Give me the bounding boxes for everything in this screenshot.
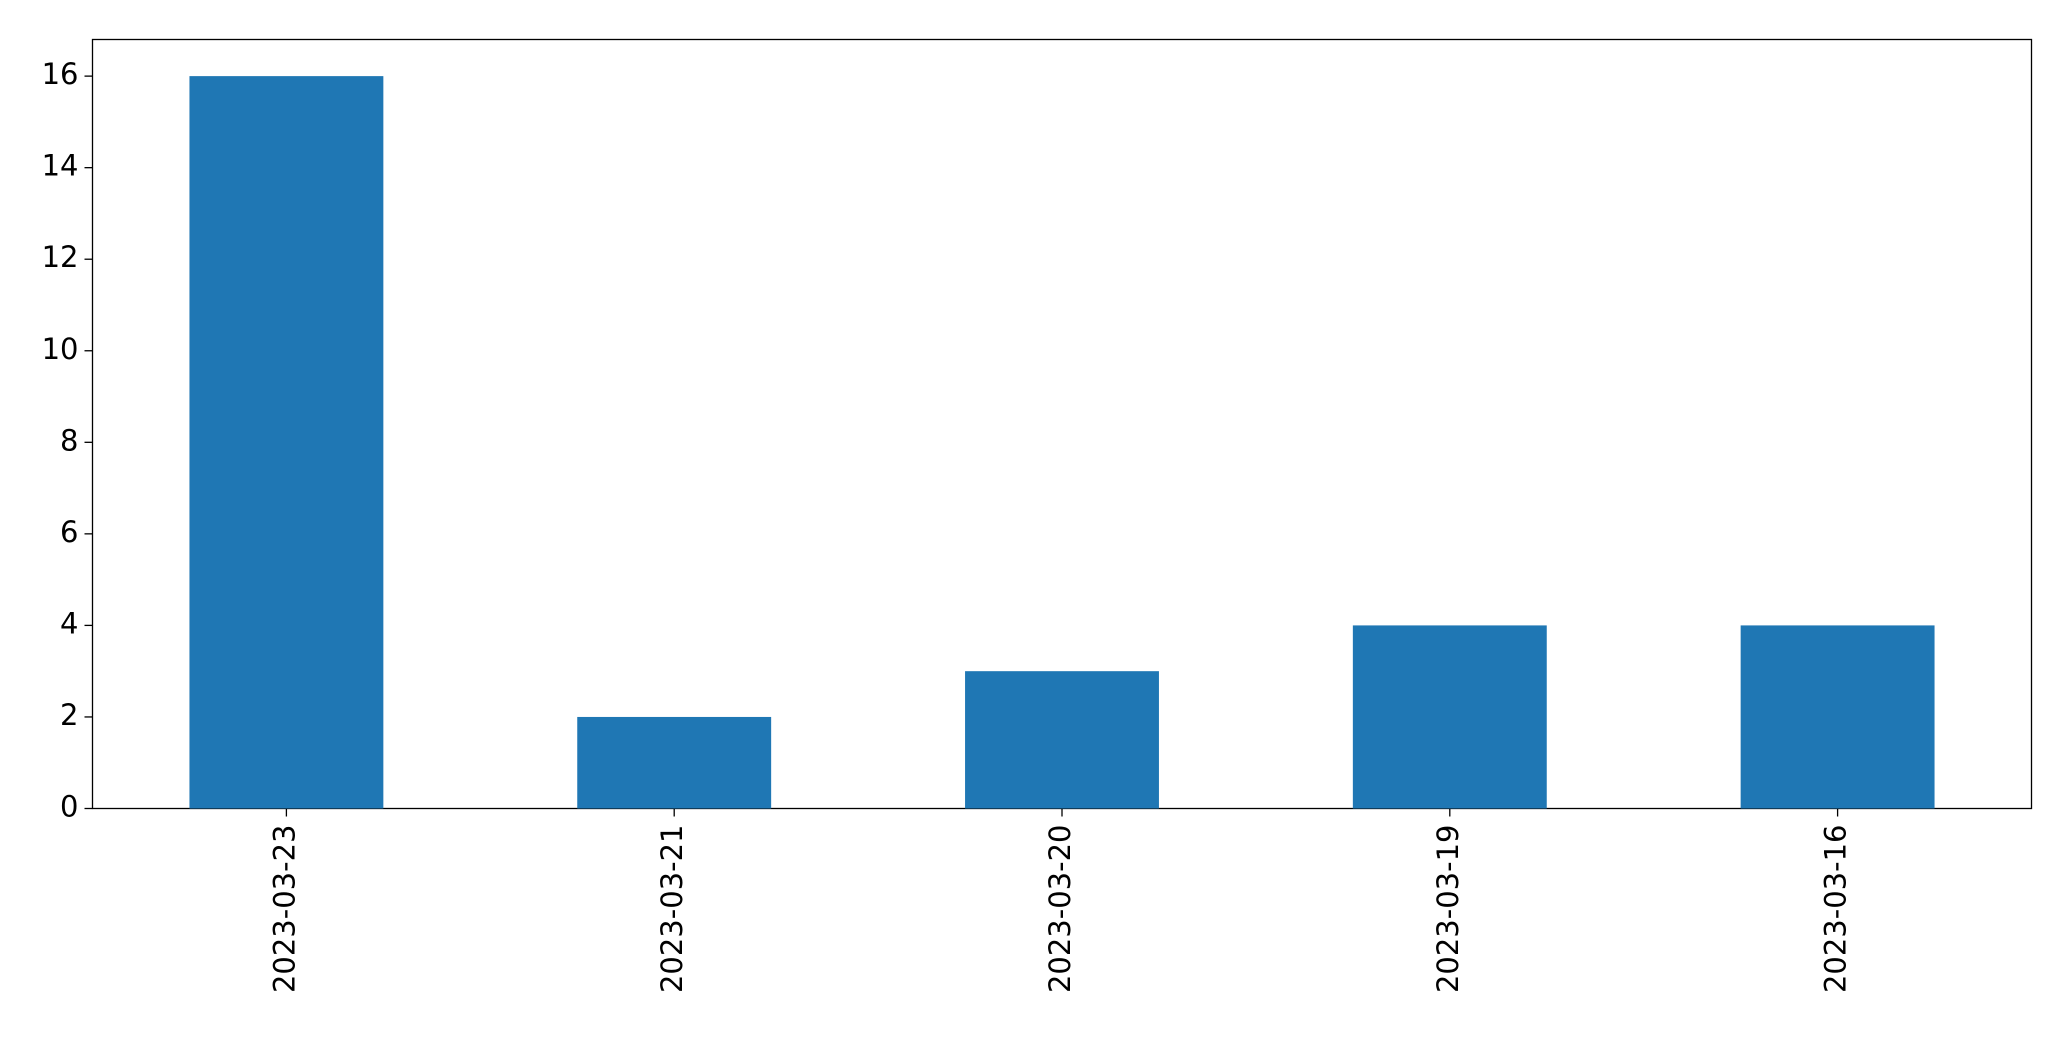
y-tick-label: 16 — [42, 57, 79, 91]
bar — [577, 716, 772, 809]
bar — [965, 671, 1159, 809]
bar — [189, 76, 384, 809]
x-tick-label: 2023-03-23 — [267, 825, 301, 994]
x-tick-label: 2023-03-20 — [1043, 825, 1077, 994]
y-tick-label: 6 — [60, 515, 78, 549]
x-tick-label: 2023-03-19 — [1431, 825, 1465, 994]
y-tick-label: 10 — [42, 332, 79, 366]
y-tick-label: 0 — [60, 790, 78, 824]
y-tick-label: 8 — [60, 423, 78, 457]
bar — [1740, 625, 1935, 809]
y-tick-label: 12 — [42, 240, 79, 274]
bar — [1352, 625, 1547, 809]
y-tick-label: 2 — [60, 698, 78, 732]
x-tick-label: 2023-03-21 — [655, 825, 689, 994]
x-tick-label: 2023-03-16 — [1819, 825, 1853, 994]
y-tick-label: 14 — [42, 149, 79, 183]
y-tick-label: 4 — [60, 606, 78, 640]
